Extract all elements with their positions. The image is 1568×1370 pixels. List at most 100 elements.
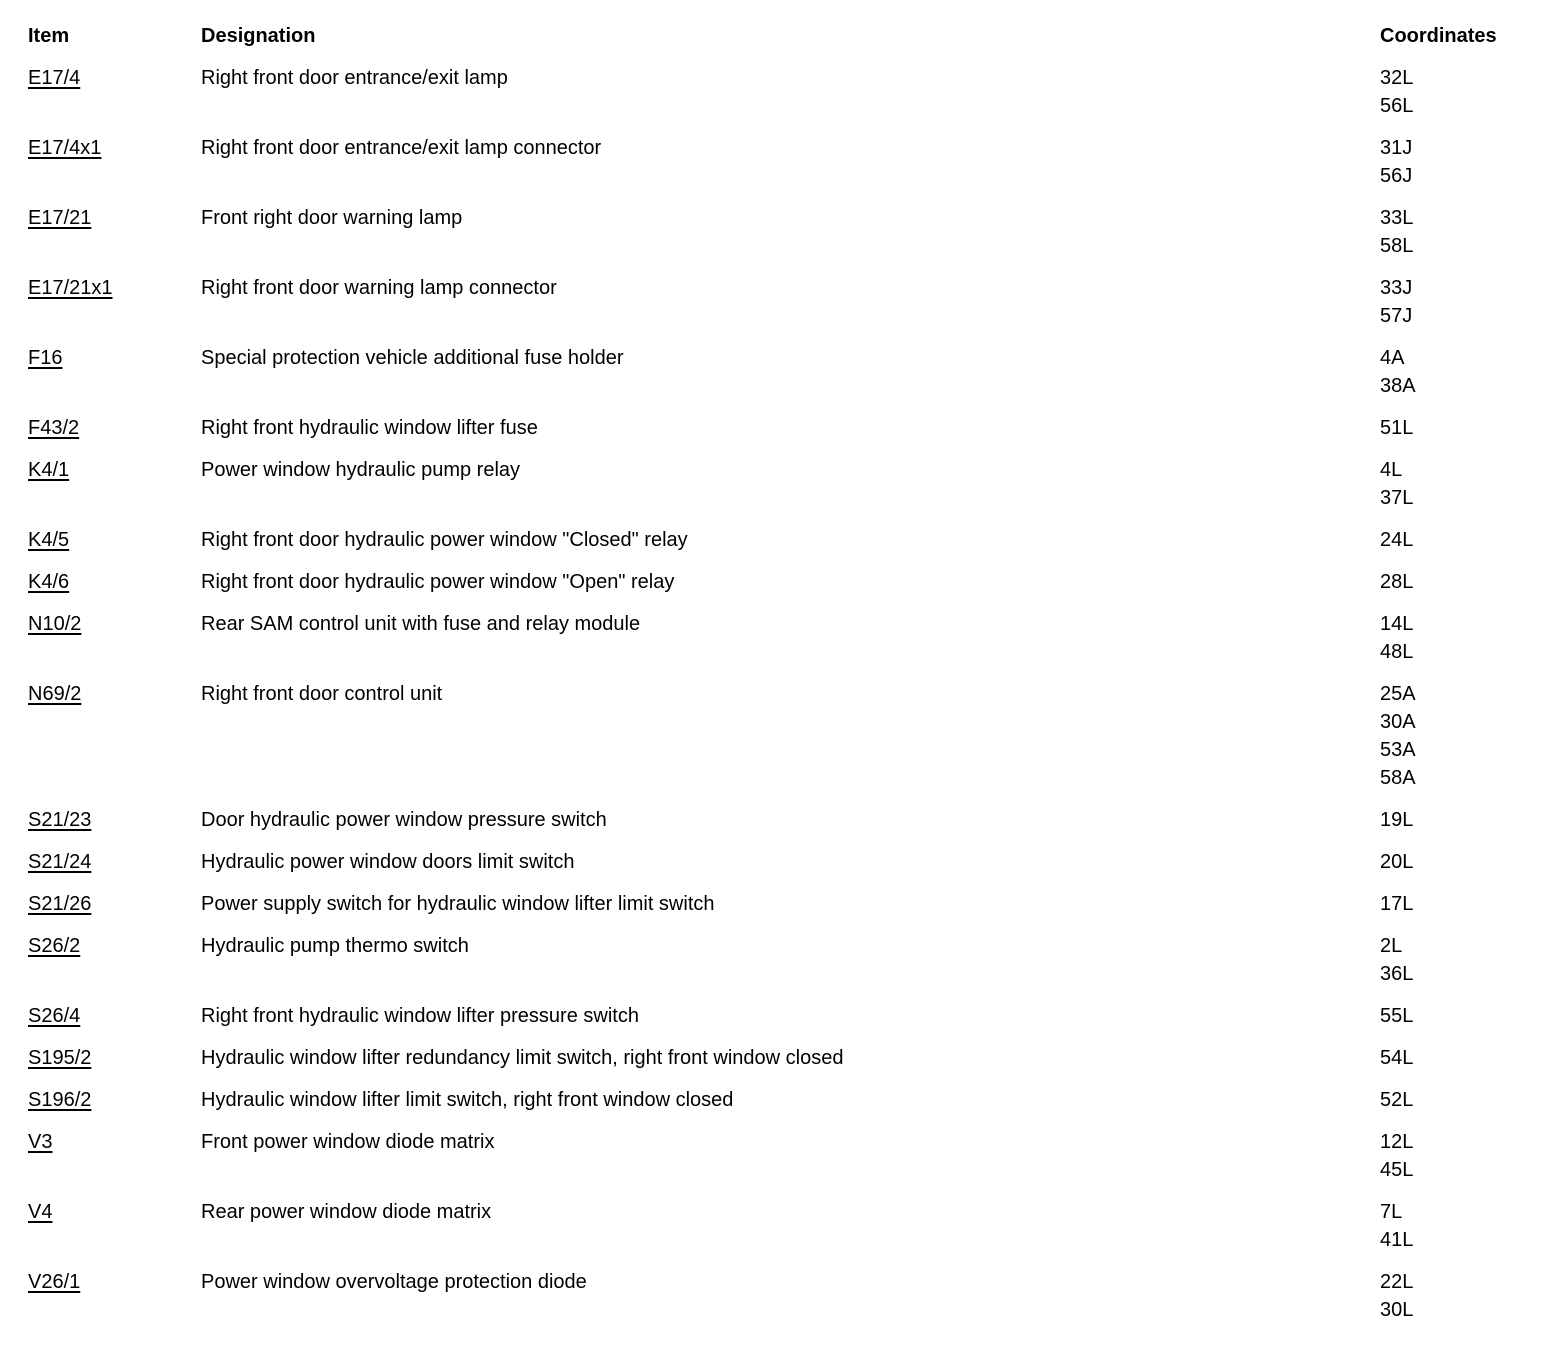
- item-link[interactable]: K4/5: [28, 529, 70, 551]
- coordinate-value: 14L: [1380, 613, 1414, 635]
- designation-cell: Power window overvoltage protection diod…: [201, 1271, 587, 1293]
- designation-cell: Hydraulic window lifter limit switch, ri…: [201, 1089, 734, 1111]
- table-row: S21/26 Power supply switch for hydraulic …: [28, 890, 1548, 918]
- table-header-row: Item Designation Coordinates: [28, 22, 1548, 50]
- designation-cell: Special protection vehicle additional fu…: [201, 347, 624, 369]
- column-header-coordinates: Coordinates: [1380, 25, 1497, 47]
- item-link[interactable]: E17/4: [28, 67, 81, 89]
- coordinate-value: 41L: [1380, 1229, 1414, 1251]
- coordinate-value: 12L: [1380, 1131, 1414, 1153]
- coordinate-value: 31J: [1380, 137, 1413, 159]
- item-cell: K4/5: [28, 526, 201, 554]
- item-link[interactable]: K4/1: [28, 459, 70, 481]
- designation-cell: Door hydraulic power window pressure swi…: [201, 809, 607, 831]
- item-link[interactable]: S26/4: [28, 1005, 81, 1027]
- item-link[interactable]: S26/2: [28, 935, 81, 957]
- coordinate-value: 7L: [1380, 1201, 1403, 1223]
- table-row: F16 Special protection vehicle additional…: [28, 344, 1548, 400]
- coordinates-cell: 33J 57J: [1380, 274, 1548, 330]
- item-cell: S196/2: [28, 1086, 201, 1114]
- table-row: N69/2 Right front door control unit 25A 30A…: [28, 680, 1548, 792]
- coordinates-cell: 2L 36L: [1380, 932, 1548, 988]
- coordinate-value: 25A: [1380, 683, 1416, 705]
- item-cell: K4/6: [28, 568, 201, 596]
- item-link[interactable]: E17/21: [28, 207, 92, 229]
- coordinate-value: 55L: [1380, 1005, 1414, 1027]
- coordinate-value: 17L: [1380, 893, 1414, 915]
- item-link[interactable]: F16: [28, 347, 63, 369]
- item-link[interactable]: S21/23: [28, 809, 92, 831]
- table-row: E17/21 Front right door warning lamp 33L 58…: [28, 204, 1548, 260]
- coordinates-cell: 19L: [1380, 806, 1548, 834]
- coordinate-value: 30L: [1380, 1299, 1414, 1321]
- item-cell: K4/1: [28, 456, 201, 512]
- coordinate-value: 2L: [1380, 935, 1403, 957]
- table-row: S21/24 Hydraulic power window doors limit…: [28, 848, 1548, 876]
- item-link[interactable]: E17/21x1: [28, 277, 113, 299]
- designation-cell: Right front door warning lamp connector: [201, 277, 557, 299]
- table-row: V26/1 Power window overvoltage protection…: [28, 1268, 1548, 1324]
- coordinate-value: 58A: [1380, 767, 1416, 789]
- item-cell: S21/23: [28, 806, 201, 834]
- coordinate-value: 38A: [1380, 375, 1416, 397]
- component-legend-table: Item Designation Coordinates E17/4 Right …: [28, 22, 1548, 1324]
- coordinate-value: 32L: [1380, 67, 1414, 89]
- coordinate-value: 36L: [1380, 963, 1414, 985]
- item-link[interactable]: V3: [28, 1131, 53, 1153]
- table-row: E17/4x1 Right front door entrance/exit la…: [28, 134, 1548, 190]
- coordinates-cell: 54L: [1380, 1044, 1548, 1072]
- coordinate-value: 22L: [1380, 1271, 1414, 1293]
- item-link[interactable]: K4/6: [28, 571, 70, 593]
- item-cell: N69/2: [28, 680, 201, 792]
- item-link[interactable]: S21/26: [28, 893, 92, 915]
- coordinate-value: 56L: [1380, 95, 1414, 117]
- coordinates-cell: 51L: [1380, 414, 1548, 442]
- item-link[interactable]: V4: [28, 1201, 53, 1223]
- table-row: N10/2 Rear SAM control unit with fuse and…: [28, 610, 1548, 666]
- coordinate-value: 57J: [1380, 305, 1413, 327]
- item-cell: F16: [28, 344, 201, 400]
- coordinate-value: 20L: [1380, 851, 1414, 873]
- coordinate-value: 4A: [1380, 347, 1405, 369]
- item-link[interactable]: N10/2: [28, 613, 82, 635]
- designation-cell: Right front door hydraulic power window …: [201, 529, 688, 551]
- designation-cell: Rear SAM control unit with fuse and rela…: [201, 613, 641, 635]
- designation-cell: Hydraulic power window doors limit switc…: [201, 851, 575, 873]
- item-link[interactable]: N69/2: [28, 683, 82, 705]
- designation-cell: Right front hydraulic window lifter fuse: [201, 417, 538, 439]
- item-link[interactable]: V26/1: [28, 1271, 81, 1293]
- column-header-item: Item: [28, 25, 70, 47]
- item-link[interactable]: S195/2: [28, 1047, 92, 1069]
- item-cell: S21/24: [28, 848, 201, 876]
- coordinates-cell: 31J 56J: [1380, 134, 1548, 190]
- coordinate-value: 37L: [1380, 487, 1414, 509]
- coordinates-cell: 24L: [1380, 526, 1548, 554]
- coordinates-cell: 55L: [1380, 1002, 1548, 1030]
- item-link[interactable]: E17/4x1: [28, 137, 102, 159]
- coordinate-value: 48L: [1380, 641, 1414, 663]
- item-cell: E17/4: [28, 64, 201, 120]
- table-row: K4/6 Right front door hydraulic power win…: [28, 568, 1548, 596]
- coordinate-value: 53A: [1380, 739, 1416, 761]
- item-cell: S26/4: [28, 1002, 201, 1030]
- item-link[interactable]: S21/24: [28, 851, 92, 873]
- table-row: V4 Rear power window diode matrix 7L 41L: [28, 1198, 1548, 1254]
- item-cell: E17/4x1: [28, 134, 201, 190]
- item-link[interactable]: S196/2: [28, 1089, 92, 1111]
- item-link[interactable]: F43/2: [28, 417, 80, 439]
- coordinate-value: 51L: [1380, 417, 1414, 439]
- designation-cell: Front right door warning lamp: [201, 207, 463, 229]
- table-row: V3 Front power window diode matrix 12L 45L: [28, 1128, 1548, 1184]
- table-row: S195/2 Hydraulic window lifter redundancy…: [28, 1044, 1548, 1072]
- coordinates-cell: 32L 56L: [1380, 64, 1548, 120]
- table-row: S26/2 Hydraulic pump thermo switch 2L 36L: [28, 932, 1548, 988]
- designation-cell: Hydraulic pump thermo switch: [201, 935, 469, 957]
- item-cell: N10/2: [28, 610, 201, 666]
- coordinates-cell: 17L: [1380, 890, 1548, 918]
- coordinates-cell: 33L 58L: [1380, 204, 1548, 260]
- table-row: K4/5 Right front door hydraulic power win…: [28, 526, 1548, 554]
- coordinates-cell: 12L 45L: [1380, 1128, 1548, 1184]
- table-row: S26/4 Right front hydraulic window lifter…: [28, 1002, 1548, 1030]
- designation-cell: Right front door control unit: [201, 683, 443, 705]
- coordinate-value: 54L: [1380, 1047, 1414, 1069]
